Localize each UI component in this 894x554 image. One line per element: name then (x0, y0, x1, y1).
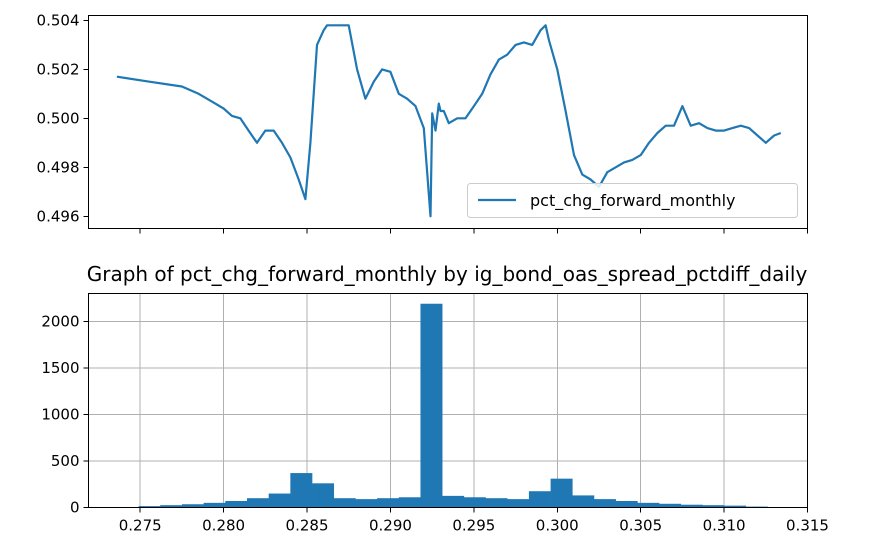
histogram-bar (615, 500, 638, 508)
legend-label: pct_chg_forward_monthly (530, 191, 736, 211)
top-y-tick-label: 0.496 (37, 207, 80, 225)
top-x-axis (139, 228, 808, 234)
top-panel: 0.496 0.498 0.500 0.502 0.504 pct_chg_forwar… (37, 11, 808, 234)
top-y-tick-label: 0.500 (37, 109, 80, 127)
legend: pct_chg_forward_monthly (467, 183, 798, 218)
histogram-bar (659, 503, 682, 508)
histogram-bar (160, 505, 183, 508)
bottom-x-axis: 0.275 0.280 0.285 0.290 0.295 0.300 0.305 0.310… (119, 507, 829, 535)
histogram-bars (116, 303, 790, 508)
histogram-bar (463, 497, 486, 508)
histogram-bar (138, 506, 161, 508)
legend-box (467, 183, 798, 218)
bottom-y-tick-label: 1000 (41, 405, 79, 423)
histogram-bar (550, 478, 573, 508)
histogram-bar (420, 303, 443, 508)
bottom-x-tick-label: 0.285 (286, 517, 329, 535)
histogram-bar (528, 491, 551, 508)
bottom-y-axis: 0 500 1000 1500 2000 (41, 312, 89, 517)
top-y-axis: 0.496 0.498 0.500 0.502 0.504 (37, 11, 89, 225)
histogram-bar (355, 499, 378, 508)
series-line-pct-chg-forward-monthly (116, 24, 782, 218)
histogram-title: Graph of pct_chg_forward_monthly by ig_b… (87, 262, 808, 286)
bottom-y-tick-label: 1500 (41, 359, 79, 377)
bottom-x-tick-label: 0.290 (369, 517, 412, 535)
histogram-bar (637, 502, 660, 508)
histogram-bar (724, 505, 747, 508)
bottom-x-tick-label: 0.280 (202, 517, 245, 535)
histogram-bar (268, 493, 291, 508)
histogram-bar (333, 498, 356, 508)
histogram-bar (702, 505, 725, 508)
bottom-x-tick-label: 0.300 (536, 517, 579, 535)
grid (88, 293, 808, 508)
histogram-bar (203, 502, 226, 508)
bottom-x-tick-label: 0.275 (119, 517, 162, 535)
histogram-bar (442, 495, 465, 508)
histogram-bar (507, 499, 530, 508)
histogram-bar (181, 504, 204, 508)
top-y-tick-label: 0.502 (37, 60, 80, 78)
bottom-x-tick-label: 0.310 (703, 517, 746, 535)
histogram-bar (225, 500, 248, 508)
histogram-bar (290, 473, 313, 508)
bottom-x-tick-label: 0.315 (786, 517, 829, 535)
bottom-y-tick-label: 500 (51, 452, 80, 470)
histogram-bar (377, 498, 400, 508)
top-y-tick-label: 0.504 (37, 11, 80, 29)
histogram-bar (680, 504, 703, 508)
bottom-y-tick-label: 0 (70, 499, 80, 517)
top-axes-frame (88, 15, 808, 229)
bottom-x-tick-label: 0.305 (619, 517, 662, 535)
histogram-bar (246, 498, 269, 508)
bottom-axes-frame (88, 293, 808, 508)
histogram-bar (398, 497, 421, 508)
bottom-y-tick-label: 2000 (41, 312, 79, 330)
bottom-x-tick-label: 0.295 (452, 517, 495, 535)
top-y-tick-label: 0.498 (37, 158, 80, 176)
histogram-bar (485, 498, 508, 508)
histogram-bar (312, 483, 335, 508)
histogram-bar (593, 499, 616, 508)
histogram-bar (572, 495, 595, 508)
